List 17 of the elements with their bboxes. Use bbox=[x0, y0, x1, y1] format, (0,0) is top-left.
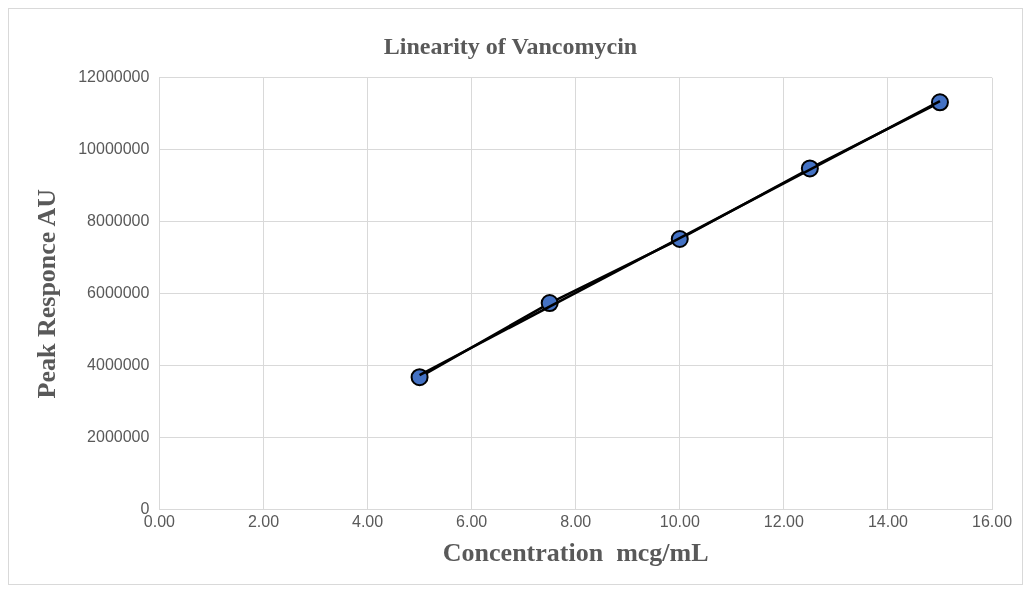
x-tick-label: 8.00 bbox=[560, 512, 592, 530]
y-tick-label: 2000000 bbox=[87, 428, 150, 446]
chart-title: Linearity of Vancomycin bbox=[383, 32, 638, 59]
x-tick-label: 10.00 bbox=[659, 512, 700, 530]
x-tick-label: 2.00 bbox=[247, 512, 280, 530]
x-tick-label: 6.00 bbox=[456, 512, 488, 530]
x-tick-label: 12.00 bbox=[763, 512, 804, 530]
x-tick-label: 14.00 bbox=[867, 512, 909, 530]
x-tick-label: 16.00 bbox=[971, 512, 1013, 530]
y-tick-label: 6000000 bbox=[87, 284, 150, 302]
x-tick-label: 4.00 bbox=[351, 512, 384, 530]
y-tick-label: 4000000 bbox=[87, 356, 150, 374]
y-tick-label: 10000000 bbox=[78, 140, 150, 158]
y-tick-label: 8000000 bbox=[87, 212, 150, 230]
y-axis-title: Peak Responce AU bbox=[32, 188, 62, 399]
y-tick-label: 12000000 bbox=[78, 68, 150, 86]
x-axis-title: Concentration mcg/mL bbox=[442, 538, 709, 568]
